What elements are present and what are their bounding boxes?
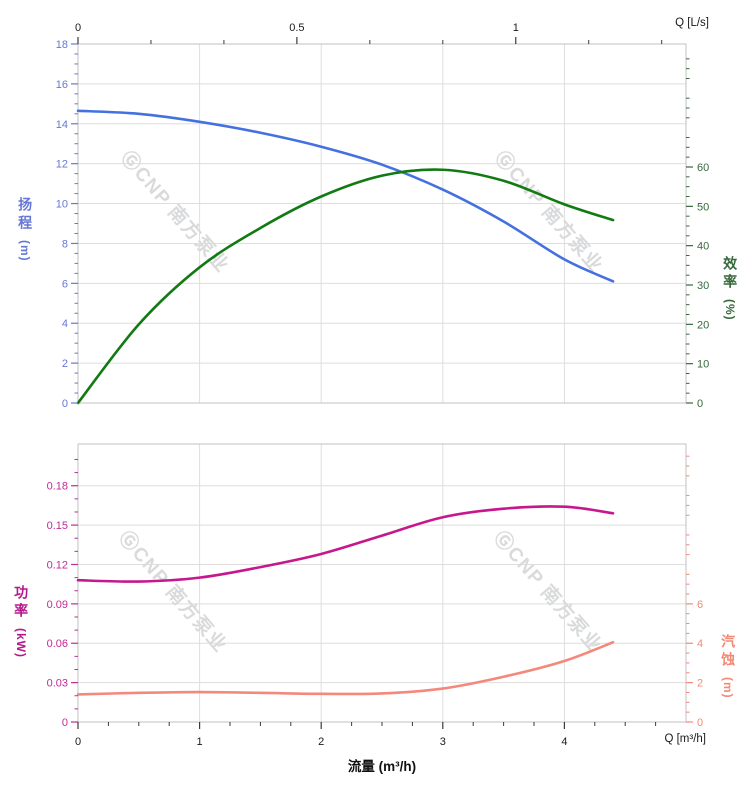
head-axis-label: 2 [62, 358, 68, 370]
power-axis-label: 0.09 [47, 599, 68, 611]
power-axis-label: 0.18 [47, 481, 68, 493]
top-x-tick-label: 0 [75, 22, 81, 34]
head-axis-label: 14 [56, 119, 68, 131]
efficiency-axis-label: 20 [697, 319, 709, 331]
bottom-x-axis-unit-label: Q [m³/h] [664, 733, 706, 745]
head-axis: 18 16 14 12 10 8 6 4 2 0 [56, 39, 78, 410]
power-axis-label: 0.03 [47, 678, 68, 690]
head-axis-title-text: 扬程 [17, 197, 34, 233]
efficiency-axis: 60 50 40 30 20 10 0 [686, 58, 709, 410]
efficiency-axis-label: 0 [697, 398, 703, 410]
efficiency-axis-title-text: 效率 [722, 256, 739, 292]
efficiency-curve [76, 168, 615, 405]
efficiency-axis-label: 60 [697, 162, 709, 174]
npsh-axis-title-text: 汽蚀 [720, 634, 737, 670]
head-axis-label: 18 [56, 39, 68, 51]
cnp-watermark: ⒼCNP 南方泵业 [490, 146, 608, 277]
top-x-tick-label: 1 [513, 22, 519, 34]
bottom-x-tick-label: 2 [318, 736, 324, 748]
bottom-x-tick-label: 1 [197, 736, 203, 748]
npsh-axis-label: 2 [697, 678, 703, 690]
head-axis-label: 6 [62, 278, 68, 290]
top-plot-frame [77, 43, 687, 404]
curves [76, 109, 615, 696]
npsh-axis-label: 4 [697, 638, 703, 650]
cnp-watermark: ⒼCNP 南方泵业 [489, 526, 607, 657]
plot-frames [77, 43, 687, 723]
bottom-x-tick-label: 4 [561, 736, 567, 748]
npsh-axis-title: 汽蚀 (m) [719, 634, 736, 699]
npsh-axis-unit: (m) [720, 677, 735, 699]
power-curve [76, 505, 615, 583]
efficiency-axis-title: 效率 (%) [721, 256, 738, 321]
power-axis-title: 功率 (kW) [12, 585, 29, 658]
efficiency-axis-label: 50 [697, 201, 709, 213]
efficiency-axis-unit: (%) [722, 299, 737, 321]
npsh-curve [76, 640, 615, 696]
flow-axis-title: 流量 (m³/h) [347, 759, 417, 774]
bottom-x-axis: 0 1 2 3 4 [75, 722, 657, 748]
efficiency-axis-label: 30 [697, 280, 709, 292]
cnp-watermark: ⒼCNP 南方泵业 [116, 146, 234, 277]
head-axis-label: 0 [62, 398, 68, 410]
head-axis-unit: (m) [17, 240, 32, 262]
bottom-x-tick-label: 3 [440, 736, 446, 748]
power-axis-label: 0.06 [47, 638, 68, 650]
watermarks: ⒼCNP 南方泵业 ⒼCNP 南方泵业 ⒼCNP 南方泵业 ⒼCNP 南方泵业 [114, 146, 608, 657]
npsh-axis-label: 6 [697, 599, 703, 611]
head-axis-label: 8 [62, 238, 68, 250]
power-axis-label: 0 [62, 717, 68, 729]
top-x-tick-label: 0.5 [289, 22, 304, 34]
cnp-watermark: ⒼCNP 南方泵业 [114, 526, 232, 657]
power-axis-label: 0.15 [47, 520, 68, 532]
top-x-axis-unit-label: Q [L/s] [675, 17, 709, 29]
head-curve [76, 109, 615, 283]
head-axis-label: 12 [56, 159, 68, 171]
gridlines [78, 44, 686, 722]
efficiency-axis-label: 40 [697, 241, 709, 253]
npsh-axis-label: 0 [697, 717, 703, 729]
power-axis-unit: (kW) [13, 628, 28, 658]
head-axis-label: 16 [56, 79, 68, 91]
power-axis: 0.18 0.15 0.12 0.09 0.06 0.03 0 [47, 458, 78, 729]
head-axis-label: 10 [56, 199, 68, 211]
head-axis-title: 扬程 (m) [16, 197, 33, 262]
power-axis-title-text: 功率 [13, 585, 30, 621]
head-axis-label: 4 [62, 318, 68, 330]
efficiency-axis-label: 10 [697, 359, 709, 371]
bottom-x-tick-label: 0 [75, 736, 81, 748]
npsh-axis: 6 4 2 0 [686, 455, 703, 729]
power-axis-label: 0.12 [47, 559, 68, 571]
top-x-axis: 0 0.5 1 [75, 22, 663, 44]
